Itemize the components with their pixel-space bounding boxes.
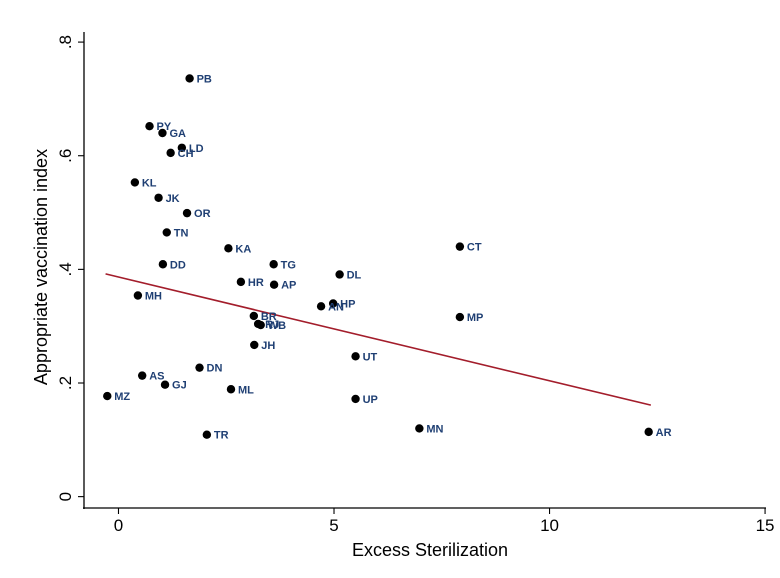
data-point — [162, 228, 171, 237]
data-point — [202, 430, 212, 439]
point-label: AN — [328, 301, 344, 313]
data-point — [455, 312, 465, 322]
data-point — [236, 277, 246, 287]
fit-line — [105, 273, 652, 406]
data-point — [195, 363, 204, 372]
data-point — [224, 244, 233, 253]
point-label: KA — [235, 243, 251, 255]
point-label: UT — [363, 351, 378, 363]
x-tick-label: 0 — [114, 516, 123, 535]
point-label: WB — [268, 320, 286, 332]
data-point — [328, 299, 338, 308]
data-point — [166, 148, 175, 158]
point-label: DN — [207, 363, 223, 375]
x-axis-label: Excess Sterilization — [352, 540, 508, 560]
point-label: HP — [340, 298, 355, 310]
data-point — [160, 380, 170, 389]
point-label: MN — [426, 423, 443, 435]
point-label: PB — [197, 73, 212, 85]
point-label: GA — [169, 128, 186, 140]
data-point — [154, 193, 163, 202]
point-label: AS — [149, 371, 164, 383]
x-tick-label: 15 — [756, 516, 775, 535]
data-point — [351, 352, 360, 361]
data-point — [177, 143, 187, 152]
data-point — [137, 371, 147, 380]
x-tick-label: 5 — [329, 516, 338, 535]
y-tick-label: 0 — [56, 492, 75, 501]
point-label: HR — [248, 277, 264, 289]
point-label: BR — [261, 311, 277, 323]
point-label: MZ — [114, 391, 130, 403]
y-tick-label: .6 — [56, 149, 75, 163]
point-label: MH — [145, 291, 162, 303]
y-tick-label: .4 — [56, 262, 75, 276]
point-label: JK — [166, 193, 180, 205]
point-label: AR — [656, 427, 672, 439]
point-label: CH — [178, 148, 194, 160]
data-point — [249, 311, 259, 321]
point-label: ML — [238, 384, 254, 396]
data-point — [133, 291, 143, 300]
data-point — [145, 121, 154, 131]
point-label: AP — [281, 280, 296, 292]
data-point — [335, 270, 344, 279]
y-axis-label: Appropriate vaccination index — [31, 149, 51, 385]
data-point — [158, 128, 167, 138]
y-tick-label: .8 — [56, 35, 75, 49]
data-point — [415, 424, 424, 433]
point-label: TN — [174, 227, 189, 239]
data-point — [182, 208, 192, 218]
data-point — [226, 385, 236, 394]
axes: 0 5 10 15 0 .2 .4 .6 .8 — [56, 32, 775, 535]
y-tick-label: .2 — [56, 376, 75, 390]
point-label: CT — [467, 242, 482, 254]
data-point — [455, 242, 465, 251]
data-point — [103, 391, 112, 401]
point-label: RJ — [265, 319, 279, 331]
data-point — [269, 260, 278, 269]
data-point — [158, 260, 168, 269]
point-label: DD — [170, 259, 186, 271]
x-tick-label: 10 — [540, 516, 559, 535]
data-point — [644, 427, 653, 437]
data-point — [316, 302, 326, 311]
point-label: UP — [363, 394, 378, 406]
point-label: LD — [189, 143, 204, 155]
point-label: DL — [347, 269, 362, 281]
data-point — [351, 394, 360, 404]
data-point — [130, 178, 140, 187]
data-point — [185, 74, 194, 83]
point-label: GJ — [172, 380, 187, 392]
point-label: TR — [214, 430, 229, 442]
point-label: JH — [261, 340, 275, 352]
point-label: TG — [281, 259, 296, 271]
data-point — [269, 280, 279, 289]
point-label: OR — [194, 208, 211, 220]
data-point — [250, 340, 259, 350]
fit-line-group — [105, 273, 652, 406]
data-point — [256, 320, 265, 330]
point-label: KL — [142, 177, 157, 189]
point-label: MP — [467, 312, 484, 324]
